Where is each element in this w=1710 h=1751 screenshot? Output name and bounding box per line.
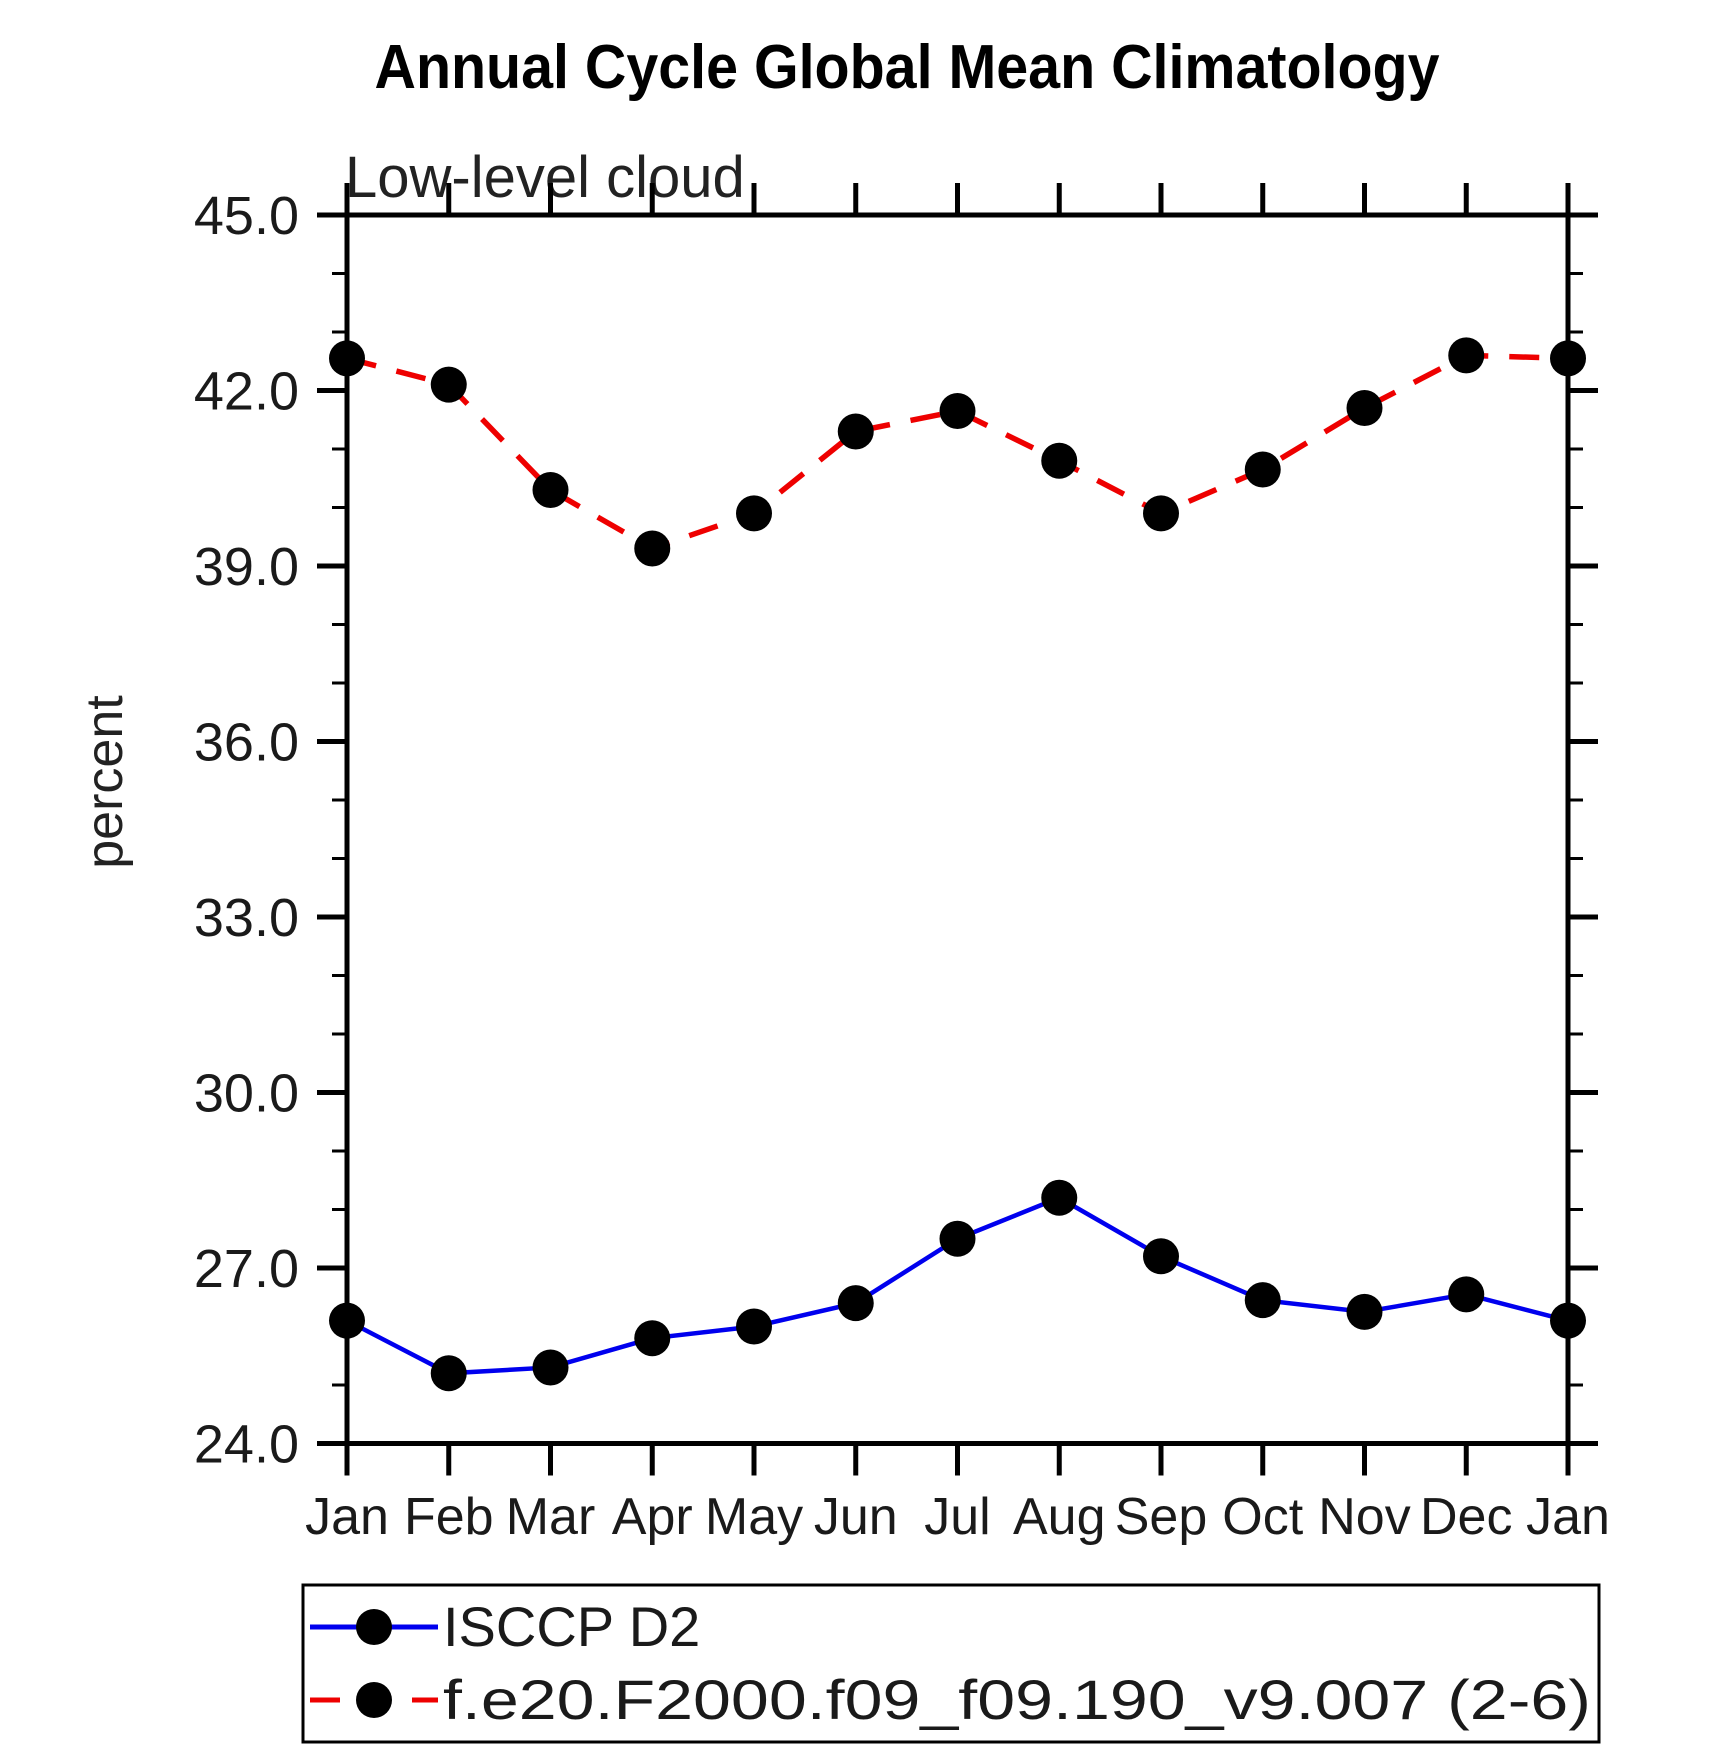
series-1-point	[1550, 340, 1586, 377]
series-1-point	[1041, 442, 1078, 479]
y-tick-label: 39.0	[194, 537, 299, 597]
series-0-point	[532, 1349, 569, 1386]
series-1-point	[329, 340, 365, 377]
series-1-point	[939, 392, 976, 429]
series-0-point	[1244, 1282, 1281, 1319]
x-tick-label: Sep	[1115, 1488, 1208, 1546]
series-0-point	[1346, 1293, 1383, 1330]
x-tick-label: Jul	[924, 1488, 990, 1546]
x-tick-label: Dec	[1420, 1488, 1512, 1546]
x-tick-label: Jun	[814, 1488, 898, 1546]
x-tick-label: Apr	[612, 1488, 693, 1546]
y-tick-label: 27.0	[194, 1239, 299, 1299]
series-0-point	[634, 1320, 671, 1357]
x-tick-label: Nov	[1318, 1488, 1410, 1546]
series-0-point	[1041, 1179, 1078, 1216]
data-series	[329, 337, 1586, 1392]
x-tick-label: Aug	[1013, 1488, 1106, 1546]
series-1-point	[430, 366, 467, 403]
series-0-point	[1448, 1276, 1485, 1313]
series-1-point	[532, 471, 569, 508]
legend-marker-isccp	[356, 1609, 392, 1645]
y-tick-label: 42.0	[194, 362, 299, 422]
series-1-point	[634, 530, 671, 567]
y-tick-label: 30.0	[194, 1064, 299, 1124]
series-1-point	[736, 495, 772, 532]
y-tick-label: 24.0	[194, 1415, 299, 1475]
x-tick-label: Feb	[404, 1488, 494, 1546]
x-tick-label: Mar	[506, 1488, 596, 1546]
series-line-1	[346, 352, 1569, 552]
series-1-point	[1143, 495, 1179, 532]
y-axis-label: percent	[76, 695, 134, 869]
series-0-point	[1143, 1238, 1179, 1275]
series-1-point	[1244, 451, 1281, 488]
y-tick-label: 33.0	[194, 888, 299, 948]
series-0-point	[736, 1308, 772, 1345]
y-tick-label: 36.0	[194, 713, 299, 773]
legend-marker-model	[356, 1682, 392, 1718]
x-tick-label: Jan	[1526, 1488, 1610, 1546]
series-0-point	[430, 1355, 467, 1392]
series-1-point	[837, 413, 874, 450]
y-tick-label: 45.0	[194, 186, 299, 246]
series-0-point	[329, 1302, 365, 1339]
legend-label-isccp: ISCCP D2	[443, 1595, 700, 1658]
series-1-point	[1448, 337, 1485, 374]
x-tick-label: Jan	[305, 1488, 389, 1546]
series-0-point	[939, 1220, 976, 1257]
chart-subtitle: Low-level cloud	[345, 145, 745, 210]
x-tick-label: May	[705, 1488, 803, 1546]
legend-label-model: f.e20.F2000.f09_f09.190_v9.007 (2-6)	[443, 1668, 1591, 1731]
series-1-point	[1346, 390, 1383, 427]
series-0-point	[837, 1285, 874, 1322]
legend: ISCCP D2 f.e20.F2000.f09_f09.190_v9.007 …	[301, 1583, 1601, 1744]
x-tick-label: Oct	[1222, 1488, 1303, 1546]
legend-box	[301, 1583, 1601, 1744]
chart-title: Annual Cycle Global Mean Climatology	[375, 33, 1440, 102]
series-0-point	[1550, 1302, 1586, 1339]
